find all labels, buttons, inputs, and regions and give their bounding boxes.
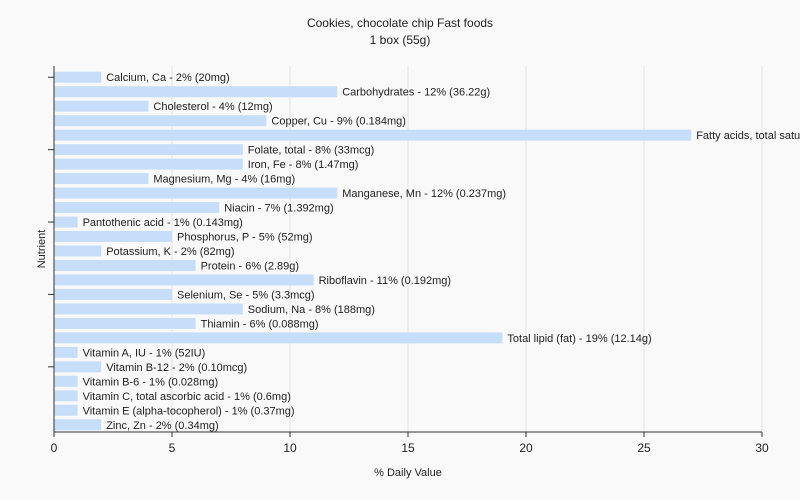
bar bbox=[54, 375, 78, 387]
bar-label: Magnesium, Mg - 4% (16mg) bbox=[153, 174, 295, 186]
bar-label: Carbohydrates - 12% (36.22g) bbox=[342, 87, 490, 99]
bar-label: Sodium, Na - 8% (188mg) bbox=[248, 304, 375, 316]
bar bbox=[54, 202, 220, 214]
bar-label: Riboflavin - 11% (0.192mg) bbox=[319, 275, 451, 287]
bar bbox=[54, 245, 102, 257]
bar bbox=[54, 361, 102, 373]
bar bbox=[54, 144, 243, 156]
bar-label: Vitamin E (alpha-tocopherol) - 1% (0.37m… bbox=[83, 405, 295, 417]
bar-label: Pantothenic acid - 1% (0.143mg) bbox=[83, 217, 243, 229]
bar bbox=[54, 100, 149, 112]
bars: Calcium, Ca - 2% (20mg) Carbohydrates - 1… bbox=[54, 71, 800, 432]
bar bbox=[54, 288, 172, 300]
bar-label: Vitamin C, total ascorbic acid - 1% (0.6… bbox=[83, 391, 291, 403]
x-tick-label: 10 bbox=[283, 441, 297, 455]
bar-label: Vitamin B-6 - 1% (0.028mg) bbox=[83, 376, 219, 388]
bar bbox=[54, 158, 243, 170]
bar-label: Calcium, Ca - 2% (20mg) bbox=[106, 72, 229, 84]
bar bbox=[54, 115, 267, 127]
bar bbox=[54, 332, 503, 344]
bar-label: Niacin - 7% (1.392mg) bbox=[224, 203, 333, 215]
bar bbox=[54, 303, 243, 315]
grid bbox=[171, 66, 763, 432]
bar bbox=[54, 231, 172, 243]
x-tick-label: 15 bbox=[401, 441, 415, 455]
y-axis-title: Nutrient bbox=[36, 230, 48, 269]
x-tick-label: 20 bbox=[519, 441, 533, 455]
bar bbox=[54, 390, 78, 402]
bar-label: Manganese, Mn - 12% (0.237mg) bbox=[342, 188, 506, 200]
bar-label: Protein - 6% (2.89g) bbox=[201, 260, 299, 272]
bar-label: Vitamin B-12 - 2% (0.10mcg) bbox=[106, 362, 247, 374]
bar bbox=[54, 419, 102, 431]
x-tick-label: 25 bbox=[637, 441, 651, 455]
bar-label: Selenium, Se - 5% (3.3mcg) bbox=[177, 289, 315, 301]
bar bbox=[54, 404, 78, 416]
x-tick-label: 5 bbox=[169, 441, 176, 455]
bar bbox=[54, 216, 78, 228]
bar-label: Total lipid (fat) - 19% (12.14g) bbox=[507, 333, 651, 345]
bar-label: Potassium, K - 2% (82mg) bbox=[106, 246, 234, 258]
bar bbox=[54, 259, 196, 271]
x-axis-title: % Daily Value bbox=[374, 467, 442, 479]
chart-subtitle: 1 box (55g) bbox=[370, 33, 431, 47]
bar-label: Copper, Cu - 9% (0.184mg) bbox=[271, 116, 406, 128]
bar bbox=[54, 71, 102, 83]
bar-label: Zinc, Zn - 2% (0.34mg) bbox=[106, 420, 218, 432]
bar bbox=[54, 173, 149, 185]
bar bbox=[54, 346, 78, 358]
bar bbox=[54, 317, 196, 329]
x-tick-label: 30 bbox=[755, 441, 769, 455]
chart-title: Cookies, chocolate chip Fast foods bbox=[307, 16, 493, 30]
bar-label: Thiamin - 6% (0.088mg) bbox=[201, 318, 319, 330]
bar-label: Fatty acids, total saturated - 27% (5.34… bbox=[696, 130, 800, 142]
bar bbox=[54, 274, 314, 286]
bar-label: Vitamin A, IU - 1% (52IU) bbox=[83, 347, 206, 359]
x-tick-label: 0 bbox=[51, 441, 58, 455]
bar-label: Cholesterol - 4% (12mg) bbox=[153, 101, 272, 113]
bar-label: Iron, Fe - 8% (1.47mg) bbox=[248, 159, 359, 171]
bar bbox=[54, 86, 338, 98]
bar-label: Folate, total - 8% (33mcg) bbox=[248, 145, 375, 157]
bar bbox=[54, 187, 338, 199]
bar bbox=[54, 129, 692, 141]
bar-label: Phosphorus, P - 5% (52mg) bbox=[177, 232, 313, 244]
axes: 0 5 10 15 20 25 30 bbox=[48, 66, 769, 455]
